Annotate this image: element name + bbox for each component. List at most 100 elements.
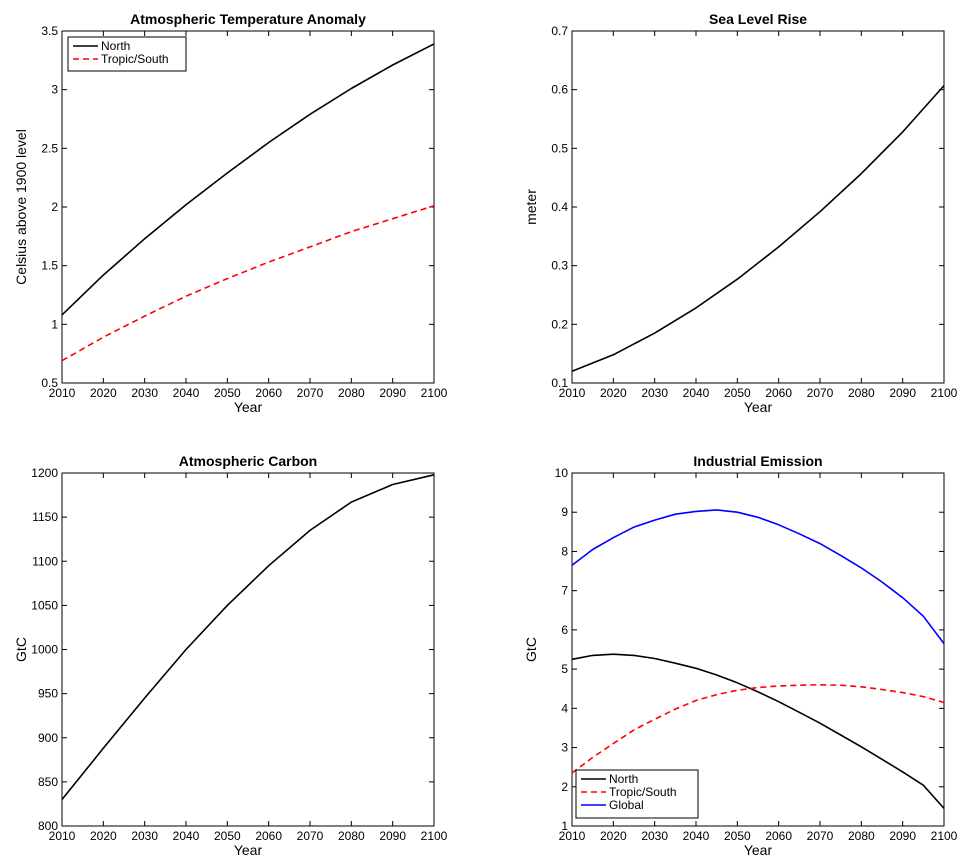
x-tick-label: 2010	[49, 829, 76, 843]
y-tick-label: 1150	[32, 510, 58, 524]
x-tick-label: 2080	[338, 829, 365, 843]
y-tick-label: 3	[561, 741, 568, 755]
legend-label-global: Global	[609, 798, 644, 812]
x-tick-label: 2090	[889, 829, 916, 843]
y-tick-label: 3.5	[41, 24, 58, 38]
y-tick-label: 850	[38, 775, 58, 789]
x-tick-label: 2090	[379, 829, 406, 843]
chart-3: Atmospheric Carbon 2010 2020 2030 2040 2050 20…	[13, 453, 448, 858]
x-tick-label: 2080	[848, 386, 875, 400]
x-tick-label: 2070	[807, 386, 834, 400]
y-tick-label: 1	[561, 819, 568, 833]
x-tick-label: 2040	[683, 829, 710, 843]
y-tick-label: 0.4	[551, 200, 568, 214]
y-tick-label: 950	[38, 687, 58, 701]
x-tick-label: 2080	[848, 829, 875, 843]
x-tick-label: 2060	[255, 386, 282, 400]
x-tick-label: 2090	[889, 386, 916, 400]
x-tick-label: 2040	[173, 829, 200, 843]
y-tick-label: 1000	[31, 643, 58, 657]
y-tick-label: 0.2	[551, 317, 568, 331]
x-tick-label: 2100	[421, 386, 448, 400]
plot-area	[571, 472, 945, 827]
y-tick-label: 1100	[32, 554, 58, 568]
y-tick-label: 0.3	[551, 259, 568, 273]
y-tick-label: 0.1	[551, 376, 568, 390]
y-tick-label: 1200	[31, 466, 58, 480]
x-tick-label: 2040	[173, 386, 200, 400]
legend-label-north: North	[101, 39, 130, 53]
x-tick-label: 2040	[683, 386, 710, 400]
y-tick-label: 1050	[31, 598, 58, 612]
x-tick-label: 2060	[255, 829, 282, 843]
x-tick-label: 2020	[90, 386, 117, 400]
y-axis-label: meter	[523, 189, 539, 225]
plot-area	[61, 30, 435, 384]
x-tick-label: 2030	[641, 829, 668, 843]
y-axis-label: Celsius above 1900 level	[13, 129, 29, 285]
series-line-north	[571, 653, 945, 809]
x-tick-label: 2060	[765, 829, 792, 843]
series-line-1	[61, 474, 435, 801]
x-tick-label: 2010	[49, 386, 76, 400]
y-tick-label: 800	[38, 819, 58, 833]
x-axis-label: Year	[744, 399, 773, 415]
x-tick-label: 2050	[214, 829, 241, 843]
chart-title: Atmospheric Temperature Anomaly	[130, 11, 366, 27]
x-tick-label: 2020	[600, 386, 627, 400]
y-tick-label: 8	[561, 544, 568, 558]
x-tick-label: 2080	[338, 386, 365, 400]
x-tick-label: 2020	[600, 829, 627, 843]
y-tick-label: 2	[561, 780, 568, 794]
x-tick-label: 2090	[379, 386, 406, 400]
x-axis-label: Year	[234, 842, 263, 858]
x-tick-label: 2050	[214, 386, 241, 400]
y-tick-label: 6	[561, 623, 568, 637]
legend-label-tropic-south: Tropic/South	[609, 785, 677, 799]
x-tick-label: 2070	[297, 386, 324, 400]
y-tick-label: 9	[561, 505, 568, 519]
y-tick-label: 5	[561, 662, 568, 676]
x-tick-label: 2030	[131, 829, 158, 843]
x-tick-label: 2070	[807, 829, 834, 843]
legend-label-tropic-south: Tropic/South	[101, 52, 169, 66]
series-line-tropic-south	[571, 683, 945, 774]
x-tick-label: 2070	[297, 829, 324, 843]
plot-area	[571, 30, 945, 384]
x-tick-label: 2060	[765, 386, 792, 400]
series-line-global	[571, 509, 945, 645]
chart-1: Atmospheric Temperature Anomaly 2010 2020 2…	[13, 11, 448, 415]
x-tick-label: 2050	[724, 829, 751, 843]
plot-area	[61, 472, 435, 827]
y-tick-label: 2	[51, 200, 58, 214]
legend-box	[575, 769, 699, 819]
x-axis-label: Year	[234, 399, 263, 415]
y-tick-label: 0.7	[551, 24, 568, 38]
series-line-north	[61, 43, 435, 316]
y-tick-label: 10	[555, 466, 569, 480]
series-line-tropic-south	[61, 205, 435, 362]
x-tick-label: 2010	[559, 386, 586, 400]
y-tick-label: 3	[51, 83, 58, 97]
chart-4: Industrial Emission 2010 2020 2030 2040 2050 2…	[523, 453, 958, 858]
x-tick-label: 2100	[931, 829, 958, 843]
x-tick-label: 2020	[90, 829, 117, 843]
y-tick-label: 7	[561, 584, 568, 598]
x-tick-label: 2030	[131, 386, 158, 400]
chart-title: Industrial Emission	[693, 453, 822, 469]
x-tick-label: 2100	[421, 829, 448, 843]
chart-title: Atmospheric Carbon	[179, 453, 317, 469]
x-tick-label: 2050	[724, 386, 751, 400]
y-tick-label: 1	[51, 317, 58, 331]
x-axis-label: Year	[744, 842, 773, 858]
chart-2: Sea Level Rise 2010 2020 2030 2040 2050 2060 20…	[523, 11, 958, 415]
y-tick-label: 0.6	[551, 83, 568, 97]
x-tick-label: 2100	[931, 386, 958, 400]
y-tick-label: 2.5	[41, 141, 58, 155]
x-tick-label: 2030	[641, 386, 668, 400]
legend-label-north: North	[609, 772, 638, 786]
y-tick-label: 4	[561, 701, 568, 715]
